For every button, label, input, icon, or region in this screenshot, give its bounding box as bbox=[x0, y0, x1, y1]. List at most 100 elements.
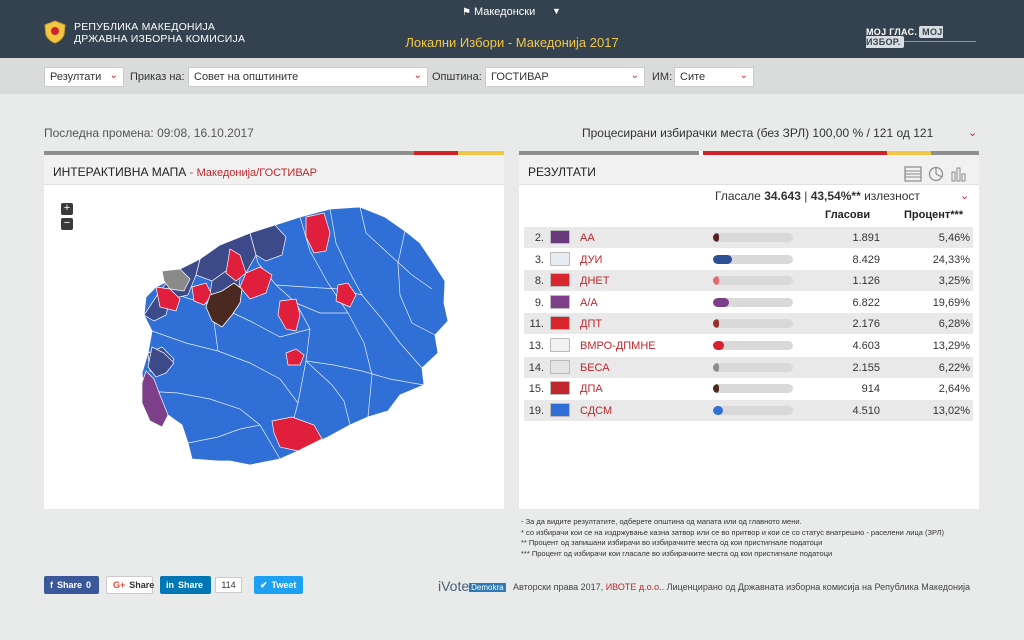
table-view-icon[interactable] bbox=[904, 166, 922, 182]
percent-bar bbox=[713, 276, 793, 286]
percent-bar-fill bbox=[713, 384, 719, 394]
language-label: Македонски bbox=[473, 6, 536, 18]
percent-bar-fill bbox=[713, 341, 724, 350]
party-percent: 3,25% bbox=[938, 275, 970, 288]
party-name[interactable]: ДНЕТ bbox=[580, 275, 610, 288]
percent-bar bbox=[713, 233, 793, 242]
ivote-logo[interactable]: iVote Demokra bbox=[438, 578, 506, 594]
map-region-red-9[interactable] bbox=[271, 416, 323, 452]
party-number: 11. bbox=[529, 318, 544, 331]
map-region-navy-2[interactable] bbox=[249, 224, 287, 262]
percent-bar-fill bbox=[713, 233, 719, 242]
party-logo-icon bbox=[550, 381, 570, 396]
map-title-text: ИНТЕРАКТИВНА МАПА bbox=[53, 165, 187, 179]
view-select[interactable]: Совет на општините ⌄ bbox=[188, 67, 428, 87]
party-name[interactable]: ДПА bbox=[580, 383, 603, 396]
turnout-label: излезност bbox=[864, 189, 920, 203]
party-row[interactable]: 9. А/А 6.822 19,69% bbox=[524, 292, 973, 313]
google-share-button[interactable]: G+ Share bbox=[106, 576, 154, 594]
chevron-down-icon: ▼ bbox=[552, 6, 561, 16]
party-row[interactable]: 8. ДНЕТ 1.126 3,25% bbox=[524, 270, 973, 292]
map-region-red-7[interactable] bbox=[335, 282, 357, 308]
party-logo-icon bbox=[550, 273, 570, 288]
zoom-in-button[interactable]: + bbox=[61, 203, 73, 215]
party-name[interactable]: АА bbox=[580, 232, 595, 244]
party-number: 14. bbox=[528, 361, 544, 374]
im-select[interactable]: Сите ⌄ bbox=[674, 67, 754, 87]
org-name: РЕПУБЛИКА МАКЕДОНИЈА ДРЖАВНА ИЗБОРНА КОМ… bbox=[74, 21, 245, 45]
party-row[interactable]: 14. БЕСА 2.155 6,22% bbox=[524, 356, 973, 378]
state-emblem-icon bbox=[44, 20, 66, 44]
bar-chart-icon[interactable] bbox=[950, 166, 968, 182]
map-region-purple-1[interactable] bbox=[141, 370, 169, 428]
percent-bar bbox=[713, 254, 793, 264]
map-region-navy-7[interactable] bbox=[147, 346, 175, 378]
macedonia-map[interactable] bbox=[100, 203, 460, 475]
zoom-out-button[interactable]: − bbox=[61, 218, 73, 230]
view-label: Приказ на: bbox=[130, 71, 185, 83]
chevron-down-icon: ⌄ bbox=[109, 70, 118, 81]
map-region-red-3[interactable] bbox=[225, 248, 247, 282]
facebook-share-button[interactable]: f Share 0 bbox=[44, 576, 99, 594]
footnote: *** Процент од избирачи кои гласале во и… bbox=[521, 548, 833, 558]
last-change-text: Последна промена: 09:08, 16.10.2017 bbox=[44, 126, 254, 140]
map-region-gray[interactable] bbox=[161, 268, 191, 292]
results-panel-header: РЕЗУЛТАТИ bbox=[519, 155, 979, 185]
party-name[interactable]: ДПТ bbox=[580, 318, 603, 331]
facebook-icon: f bbox=[50, 580, 53, 590]
linkedin-share-button[interactable]: in Share bbox=[160, 576, 211, 594]
party-percent: 5,46% bbox=[938, 232, 970, 244]
language-selector[interactable]: ⚑ Македонски ▼ bbox=[462, 6, 561, 18]
chevron-down-icon: ⌄ bbox=[413, 70, 422, 81]
party-row[interactable]: 11. ДПТ 2.176 6,28% bbox=[524, 313, 973, 335]
im-select-value: Сите bbox=[680, 71, 706, 83]
map-region-red-2[interactable] bbox=[155, 286, 181, 312]
brand-text: МОЈ ГЛАС. bbox=[866, 27, 918, 37]
municipality-select[interactable]: ГОСТИВАР ⌄ bbox=[485, 67, 645, 87]
party-row[interactable]: 2. АА 1.891 5,46% bbox=[524, 227, 973, 248]
party-name[interactable]: А/А bbox=[580, 296, 598, 309]
party-logo-icon bbox=[550, 338, 570, 352]
party-logo-icon bbox=[550, 294, 570, 309]
votes-column-header: Гласови bbox=[825, 209, 871, 221]
party-row[interactable]: 3. ДУИ 8.429 24,33% bbox=[524, 249, 973, 270]
copyright-text: Авторски права 2017, bbox=[513, 582, 604, 592]
percent-bar bbox=[713, 341, 793, 350]
party-number: 3. bbox=[534, 253, 544, 266]
map-region-red-8[interactable] bbox=[285, 348, 305, 366]
party-percent: 6,28% bbox=[938, 318, 970, 331]
pie-chart-icon[interactable] bbox=[927, 166, 945, 182]
map-region-red-1[interactable] bbox=[305, 212, 331, 254]
company-link[interactable]: ИВОТЕ д.о.о. bbox=[605, 582, 662, 592]
voted-label: Гласале bbox=[715, 189, 761, 203]
party-name[interactable]: БЕСА bbox=[580, 361, 610, 374]
party-votes: 2.155 bbox=[852, 361, 880, 374]
facebook-share-count: 0 bbox=[86, 580, 92, 590]
party-logo-icon bbox=[550, 230, 570, 244]
results-select[interactable]: Резултати ⌄ bbox=[44, 67, 124, 87]
map-region-red-6[interactable] bbox=[277, 298, 301, 332]
party-row[interactable]: 13. ВМРО-ДПМНЕ 4.603 13,29% bbox=[524, 335, 973, 356]
party-percent: 19,69% bbox=[932, 296, 970, 309]
filter-bar: Резултати ⌄ Приказ на: Совет на општинит… bbox=[0, 58, 1024, 94]
map-region-gostivar[interactable] bbox=[205, 282, 243, 328]
party-name[interactable]: СДСМ bbox=[580, 404, 613, 417]
chevron-down-icon[interactable]: ⌄ bbox=[960, 190, 970, 202]
party-percent: 6,22% bbox=[938, 361, 970, 374]
panel-stripe bbox=[519, 151, 979, 155]
party-logo-icon bbox=[550, 316, 570, 331]
party-row[interactable]: 15. ДПА 914 2,64% bbox=[524, 378, 973, 399]
turnout-value: 43,54%** bbox=[810, 189, 861, 203]
party-name[interactable]: ДУИ bbox=[580, 253, 603, 266]
chevron-down-icon[interactable]: ⌄ bbox=[968, 127, 978, 139]
party-logo-icon bbox=[550, 359, 570, 374]
percent-bar bbox=[713, 405, 793, 415]
party-row[interactable]: 19. СДСМ 4.510 13,02% bbox=[524, 399, 973, 421]
twitter-share-button[interactable]: ✔ Tweet bbox=[254, 576, 303, 594]
percent-column-header: Процент*** bbox=[904, 209, 964, 221]
page-title: Локални Избори - Македонија 2017 bbox=[405, 35, 619, 50]
ivote-logo-text: iVote bbox=[438, 578, 470, 594]
breadcrumb[interactable]: Македонија/ГОСТИВАР bbox=[196, 167, 317, 179]
party-name[interactable]: ВМРО-ДПМНЕ bbox=[580, 340, 656, 352]
party-number: 19. bbox=[528, 404, 544, 417]
